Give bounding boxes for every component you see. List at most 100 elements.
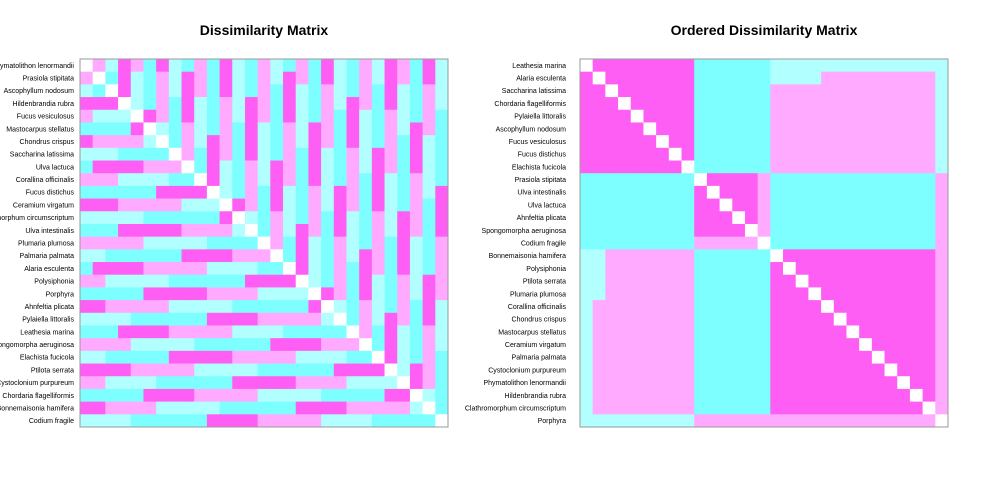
left-heatmap-cell bbox=[308, 249, 322, 263]
left-heatmap-cell bbox=[359, 236, 373, 250]
right-heatmap-cell bbox=[618, 287, 632, 301]
left-heatmap-cell bbox=[270, 71, 284, 85]
right-heatmap-cell bbox=[859, 109, 873, 123]
right-heatmap-cell bbox=[580, 185, 594, 199]
left-heatmap-cell bbox=[270, 109, 284, 123]
right-heatmap-cell bbox=[935, 363, 949, 377]
right-heatmap-cell bbox=[744, 363, 759, 377]
right-heatmap-cell bbox=[808, 223, 822, 238]
left-heatmap-cell bbox=[168, 71, 182, 85]
right-heatmap-cell bbox=[668, 338, 682, 352]
right-heatmap-cell bbox=[757, 122, 771, 136]
right-heatmap-cell bbox=[643, 198, 657, 212]
left-heatmap-cell bbox=[194, 84, 208, 98]
right-heatmap-cell bbox=[795, 236, 809, 250]
left-heatmap-cell bbox=[80, 135, 94, 149]
right-heatmap-cell bbox=[897, 173, 911, 187]
right-heatmap-cell bbox=[909, 71, 924, 85]
left-heatmap-cell bbox=[397, 376, 411, 390]
right-heatmap-cell bbox=[656, 71, 670, 85]
left-heatmap-cell bbox=[181, 274, 195, 288]
right-heatmap-cell bbox=[871, 350, 885, 364]
left-heatmap-cell bbox=[194, 401, 208, 415]
right-heatmap-cell bbox=[783, 338, 797, 352]
left-heatmap-cell bbox=[105, 223, 119, 238]
right-heatmap-cell bbox=[897, 160, 911, 174]
right-heatmap-cell bbox=[706, 109, 720, 123]
left-heatmap-cell bbox=[156, 211, 170, 225]
left-heatmap-cell bbox=[308, 59, 322, 73]
right-heatmap-cell bbox=[935, 84, 949, 98]
right-heatmap-cell bbox=[618, 71, 632, 85]
right-row-label: Chondrus crispus bbox=[512, 317, 567, 324]
left-heatmap-cell bbox=[422, 274, 436, 288]
left-heatmap-cell bbox=[105, 173, 119, 187]
left-heatmap-cell bbox=[384, 211, 398, 225]
left-heatmap-cell bbox=[321, 325, 335, 339]
left-heatmap-cell bbox=[435, 198, 449, 212]
left-heatmap-cell bbox=[409, 160, 424, 174]
right-heatmap-cell bbox=[808, 211, 822, 225]
right-heatmap-cell bbox=[783, 211, 797, 225]
left-heatmap-cell bbox=[371, 249, 385, 263]
left-heatmap-cell bbox=[244, 376, 259, 390]
right-heatmap-cell bbox=[922, 376, 936, 390]
right-heatmap-cell bbox=[656, 160, 670, 174]
left-heatmap-cell bbox=[435, 185, 449, 199]
left-row-label: Porphyra bbox=[46, 291, 75, 298]
left-heatmap-cell bbox=[270, 185, 284, 199]
left-heatmap-cell bbox=[283, 71, 297, 85]
right-heatmap-cell bbox=[744, 198, 759, 212]
right-heatmap-cell bbox=[681, 97, 695, 111]
right-heatmap-cell bbox=[757, 262, 771, 276]
right-heatmap-cell bbox=[630, 122, 644, 136]
left-heatmap-cell bbox=[422, 185, 436, 199]
left-heatmap-cell bbox=[206, 97, 220, 111]
right-heatmap-cell bbox=[618, 249, 632, 263]
left-heatmap-cell bbox=[359, 211, 373, 225]
right-heatmap-cell bbox=[935, 388, 949, 403]
right-heatmap-cell bbox=[884, 185, 898, 199]
right-heatmap-cell bbox=[770, 59, 784, 73]
left-heatmap-cell bbox=[346, 160, 360, 174]
left-heatmap-cell bbox=[283, 59, 297, 73]
left-heatmap-cell bbox=[194, 211, 208, 225]
left-heatmap-cell bbox=[156, 135, 170, 149]
left-heatmap-cell bbox=[130, 223, 144, 238]
left-heatmap-cell bbox=[308, 160, 322, 174]
left-heatmap-cell bbox=[194, 122, 208, 136]
right-heatmap-cell bbox=[630, 300, 644, 314]
left-heatmap-cell bbox=[219, 376, 233, 390]
right-heatmap-cell bbox=[884, 325, 898, 339]
right-heatmap-cell bbox=[719, 338, 733, 352]
left-heatmap-cell bbox=[308, 414, 322, 428]
right-heatmap-cell bbox=[795, 173, 809, 187]
right-heatmap-cell bbox=[732, 147, 746, 161]
right-heatmap-cell bbox=[643, 59, 657, 73]
left-heatmap-cell bbox=[194, 135, 208, 149]
right-heatmap-cell bbox=[833, 223, 847, 238]
left-heatmap-cell bbox=[206, 147, 220, 161]
left-heatmap-cell bbox=[143, 287, 157, 301]
left-row-label: Ulva lactuca bbox=[36, 164, 74, 171]
left-heatmap-cell bbox=[143, 236, 157, 250]
right-heatmap-cell bbox=[643, 414, 657, 428]
left-heatmap-cell bbox=[371, 71, 385, 85]
right-heatmap-cell bbox=[719, 122, 733, 136]
right-heatmap-cell bbox=[909, 274, 924, 288]
right-heatmap-cell bbox=[656, 338, 670, 352]
left-heatmap-cell bbox=[130, 312, 144, 326]
left-heatmap-cell bbox=[105, 109, 119, 123]
left-heatmap-cell bbox=[118, 274, 132, 288]
left-heatmap-cell bbox=[409, 325, 424, 339]
right-heatmap-cell bbox=[580, 249, 594, 263]
right-heatmap-cell bbox=[846, 59, 860, 73]
right-heatmap-cell bbox=[770, 71, 784, 85]
left-heatmap-cell bbox=[422, 350, 436, 364]
left-heatmap-cell bbox=[308, 338, 322, 352]
right-heatmap-cell bbox=[757, 287, 771, 301]
right-heatmap-cell bbox=[922, 350, 936, 364]
right-heatmap-cell bbox=[897, 262, 911, 276]
left-heatmap-cell bbox=[143, 325, 157, 339]
left-heatmap-cell bbox=[156, 325, 170, 339]
